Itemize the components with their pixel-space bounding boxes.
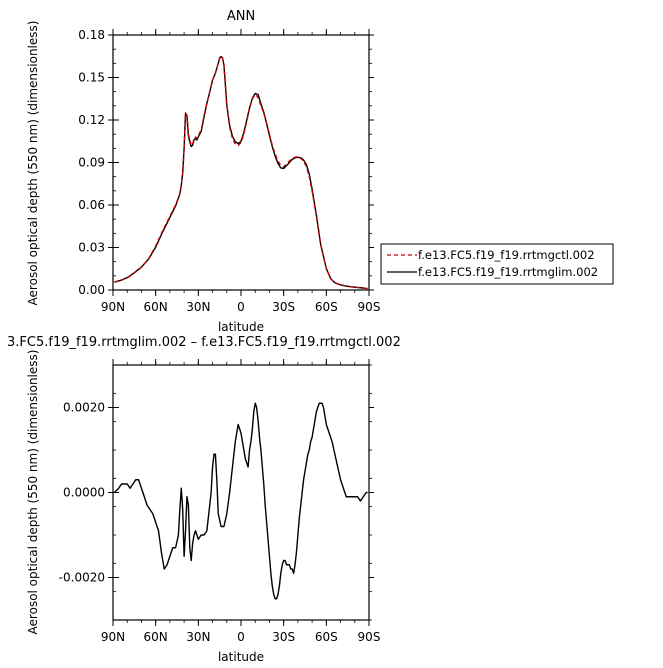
top-y-tick-label: 0.03 xyxy=(78,241,105,255)
bottom-y-axis-label: Aerosol optical depth (550 nm) (dimensio… xyxy=(26,350,40,635)
legend: f.e13.FC5.f19_f19.rrtmgctl.002 f.e13.FC5… xyxy=(380,243,614,285)
bottom-x-ticks: 90N 60N 30N 0 30S 60S 90S xyxy=(101,359,381,644)
top-series-line-0 xyxy=(114,55,368,290)
top-y-tick-label: 0.15 xyxy=(78,71,105,85)
legend-label-ctl: f.e13.FC5.f19_f19.rrtmgctl.002 xyxy=(418,248,595,262)
panel-bottom: 3.FC5.f19_f19.rrtmglim.002 – f.e13.FC5.f… xyxy=(7,335,401,664)
top-x-ticks: 90N 60N 30N 0 30S 60S 90S xyxy=(101,29,381,314)
top-x-axis-label: latitude xyxy=(218,320,264,334)
top-y-ticks: 0.00 0.03 0.06 0.09 0.12 0.15 0.18 xyxy=(78,28,374,297)
top-x-tick-label: 60S xyxy=(315,300,338,314)
top-x-tick-label: 90N xyxy=(101,300,125,314)
bottom-y-ticks: -0.0020 0.0000 0.0020 xyxy=(59,364,374,621)
bottom-x-tick-label: 90S xyxy=(358,630,381,644)
top-x-tick-label: 30S xyxy=(272,300,295,314)
bottom-x-tick-label: 30N xyxy=(186,630,210,644)
legend-label-lim: f.e13.FC5.f19_f19.rrtmglim.002 xyxy=(418,265,598,279)
bottom-series-group xyxy=(113,402,368,600)
top-y-tick-label: 0.00 xyxy=(78,283,105,297)
top-x-tick-label: 90S xyxy=(358,300,381,314)
top-x-tick-label: 60N xyxy=(144,300,168,314)
top-y-tick-label: 0.12 xyxy=(78,113,105,127)
top-x-tick-label: 30N xyxy=(186,300,210,314)
bottom-x-axis-label: latitude xyxy=(218,650,264,664)
bottom-y-tick-label: 0.0000 xyxy=(63,486,105,500)
legend-box xyxy=(380,243,614,285)
bottom-x-tick-label: 0 xyxy=(237,630,245,644)
bottom-chart-title: 3.FC5.f19_f19.rrtmglim.002 – f.e13.FC5.f… xyxy=(7,335,401,350)
bottom-series-line-0 xyxy=(113,402,368,600)
bottom-y-tick-label: -0.0020 xyxy=(59,571,105,585)
bottom-x-tick-label: 60N xyxy=(144,630,168,644)
bottom-plot-frame xyxy=(112,364,370,621)
top-series-line-1 xyxy=(114,55,368,290)
top-y-tick-label: 0.09 xyxy=(78,156,105,170)
top-chart-title: ANN xyxy=(227,9,255,24)
top-x-tick-label: 0 xyxy=(237,300,245,314)
bottom-y-tick-label: 0.0020 xyxy=(63,401,105,415)
bottom-x-tick-label: 60S xyxy=(315,630,338,644)
top-y-axis-label: Aerosol optical depth (550 nm) (dimensio… xyxy=(26,21,40,306)
top-series-group xyxy=(114,55,368,290)
top-y-tick-label: 0.06 xyxy=(78,198,105,212)
bottom-x-tick-label: 30S xyxy=(272,630,295,644)
panel-top: ANN 0.00 0.03 0.06 0.09 0.12 0.15 0.18 90N 60N 3… xyxy=(26,9,614,334)
top-y-tick-label: 0.18 xyxy=(78,28,105,42)
top-plot-frame xyxy=(112,34,370,291)
bottom-x-tick-label: 90N xyxy=(101,630,125,644)
